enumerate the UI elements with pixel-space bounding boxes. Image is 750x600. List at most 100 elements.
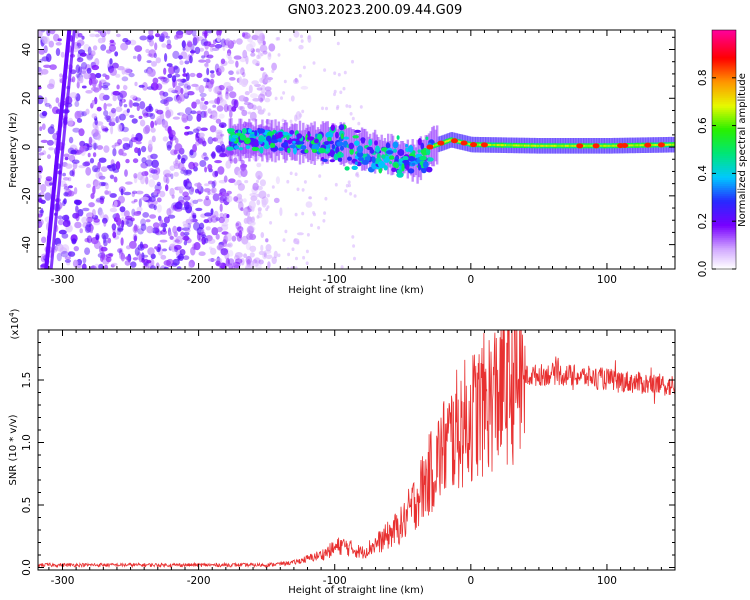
tone-core xyxy=(496,144,499,147)
colorbar-frame xyxy=(711,29,737,270)
tone-core xyxy=(566,144,568,147)
noise-speckle xyxy=(191,30,197,37)
noise-speckle xyxy=(38,165,42,173)
noise-speckle xyxy=(308,196,312,200)
ridge-halo xyxy=(305,127,308,159)
tone-core xyxy=(555,144,557,147)
noise-speckle xyxy=(253,257,261,264)
noise-speckle xyxy=(131,190,138,195)
ridge-blob xyxy=(385,150,394,155)
noise-speckle xyxy=(238,95,246,102)
diagonal-feature xyxy=(44,30,72,269)
colorbar-segment xyxy=(712,215,736,218)
noise-speckle xyxy=(242,72,246,78)
noise-speckle xyxy=(132,55,137,60)
noise-speckle xyxy=(100,246,108,252)
noise-speckle xyxy=(40,183,47,193)
noise-speckle xyxy=(267,77,274,81)
noise-speckle xyxy=(300,85,309,90)
noise-speckle xyxy=(81,216,88,224)
colorbar-segment xyxy=(712,113,736,117)
tone-core xyxy=(556,144,559,147)
noise-speckle xyxy=(161,80,168,85)
noise-speckle xyxy=(76,57,84,63)
noise-speckle xyxy=(249,226,256,231)
noise-speckle xyxy=(195,207,203,212)
noise-speckle xyxy=(156,109,164,115)
noise-speckle xyxy=(216,35,221,42)
colorbar-segment xyxy=(712,83,736,87)
noise-speckle xyxy=(225,38,231,46)
noise-speckle xyxy=(227,49,232,57)
tone-core xyxy=(611,144,613,147)
noise-speckle xyxy=(179,93,185,102)
noise-speckle xyxy=(206,30,214,34)
noise-speckle xyxy=(237,226,244,232)
tone-core xyxy=(589,144,591,147)
noise-speckle xyxy=(70,149,77,155)
noise-speckle xyxy=(168,65,175,75)
noise-speckle xyxy=(160,229,168,235)
noise-speckle xyxy=(244,180,249,184)
noise-speckle xyxy=(203,219,210,224)
ridge-blob xyxy=(270,138,279,144)
noise-speckle xyxy=(204,30,208,39)
tone-core xyxy=(529,144,531,147)
noise-speckle xyxy=(223,213,228,219)
x-axis-label: Height of straight line (km) xyxy=(288,585,424,596)
noise-speckle xyxy=(235,258,243,264)
noise-speckle xyxy=(150,127,156,133)
tone-core xyxy=(630,144,632,147)
noise-speckle xyxy=(173,171,179,177)
noise-speckle xyxy=(187,41,193,48)
ridge-blob xyxy=(426,166,433,173)
noise-speckle xyxy=(237,183,245,191)
noise-speckle xyxy=(60,51,65,58)
noise-speckle xyxy=(120,188,124,196)
colorbar-segment xyxy=(712,225,736,228)
noise-speckle xyxy=(109,39,115,43)
ridge-blob xyxy=(304,149,309,154)
noise-speckle xyxy=(133,235,137,242)
noise-speckle xyxy=(286,179,290,184)
noise-speckle xyxy=(185,72,190,81)
noise-speckle xyxy=(141,171,149,177)
y-tick-label: -20 xyxy=(21,187,33,204)
noise-speckle xyxy=(245,55,249,65)
tone-core xyxy=(534,144,537,147)
noise-speckle xyxy=(138,84,145,88)
ridge-blob xyxy=(267,131,275,136)
noise-speckle xyxy=(146,259,152,264)
noise-speckle xyxy=(184,228,191,233)
noise-speckle xyxy=(86,216,93,223)
noise-speckle xyxy=(120,252,126,262)
noise-speckle xyxy=(72,259,79,268)
noise-speckle xyxy=(249,193,258,197)
ridge-blob xyxy=(249,133,256,137)
noise-speckle xyxy=(325,106,328,111)
noise-speckle xyxy=(49,30,56,35)
noise-speckle xyxy=(193,242,201,251)
noise-speckle xyxy=(298,44,304,50)
noise-speckle xyxy=(190,246,196,256)
noise-speckle xyxy=(260,67,265,71)
tone-core xyxy=(605,144,608,147)
noise-speckle xyxy=(291,247,295,251)
tone-core xyxy=(508,144,511,147)
noise-speckle xyxy=(245,264,252,269)
ridge-blob xyxy=(354,140,360,146)
colorbar-segment xyxy=(712,201,736,204)
colorbar-segment xyxy=(712,137,736,141)
colorbar-segment xyxy=(712,139,736,143)
noise-speckle xyxy=(345,183,349,188)
noise-speckle xyxy=(67,177,72,182)
noise-speckle xyxy=(277,53,281,57)
noise-speckle xyxy=(62,172,66,177)
colorbar-segment xyxy=(712,213,736,216)
ridge-blob xyxy=(270,142,276,149)
ridge-halo xyxy=(362,128,365,171)
noise-speckle xyxy=(223,217,230,224)
tone-core xyxy=(450,138,452,141)
noise-speckle xyxy=(79,145,85,153)
noise-speckle xyxy=(196,198,203,202)
